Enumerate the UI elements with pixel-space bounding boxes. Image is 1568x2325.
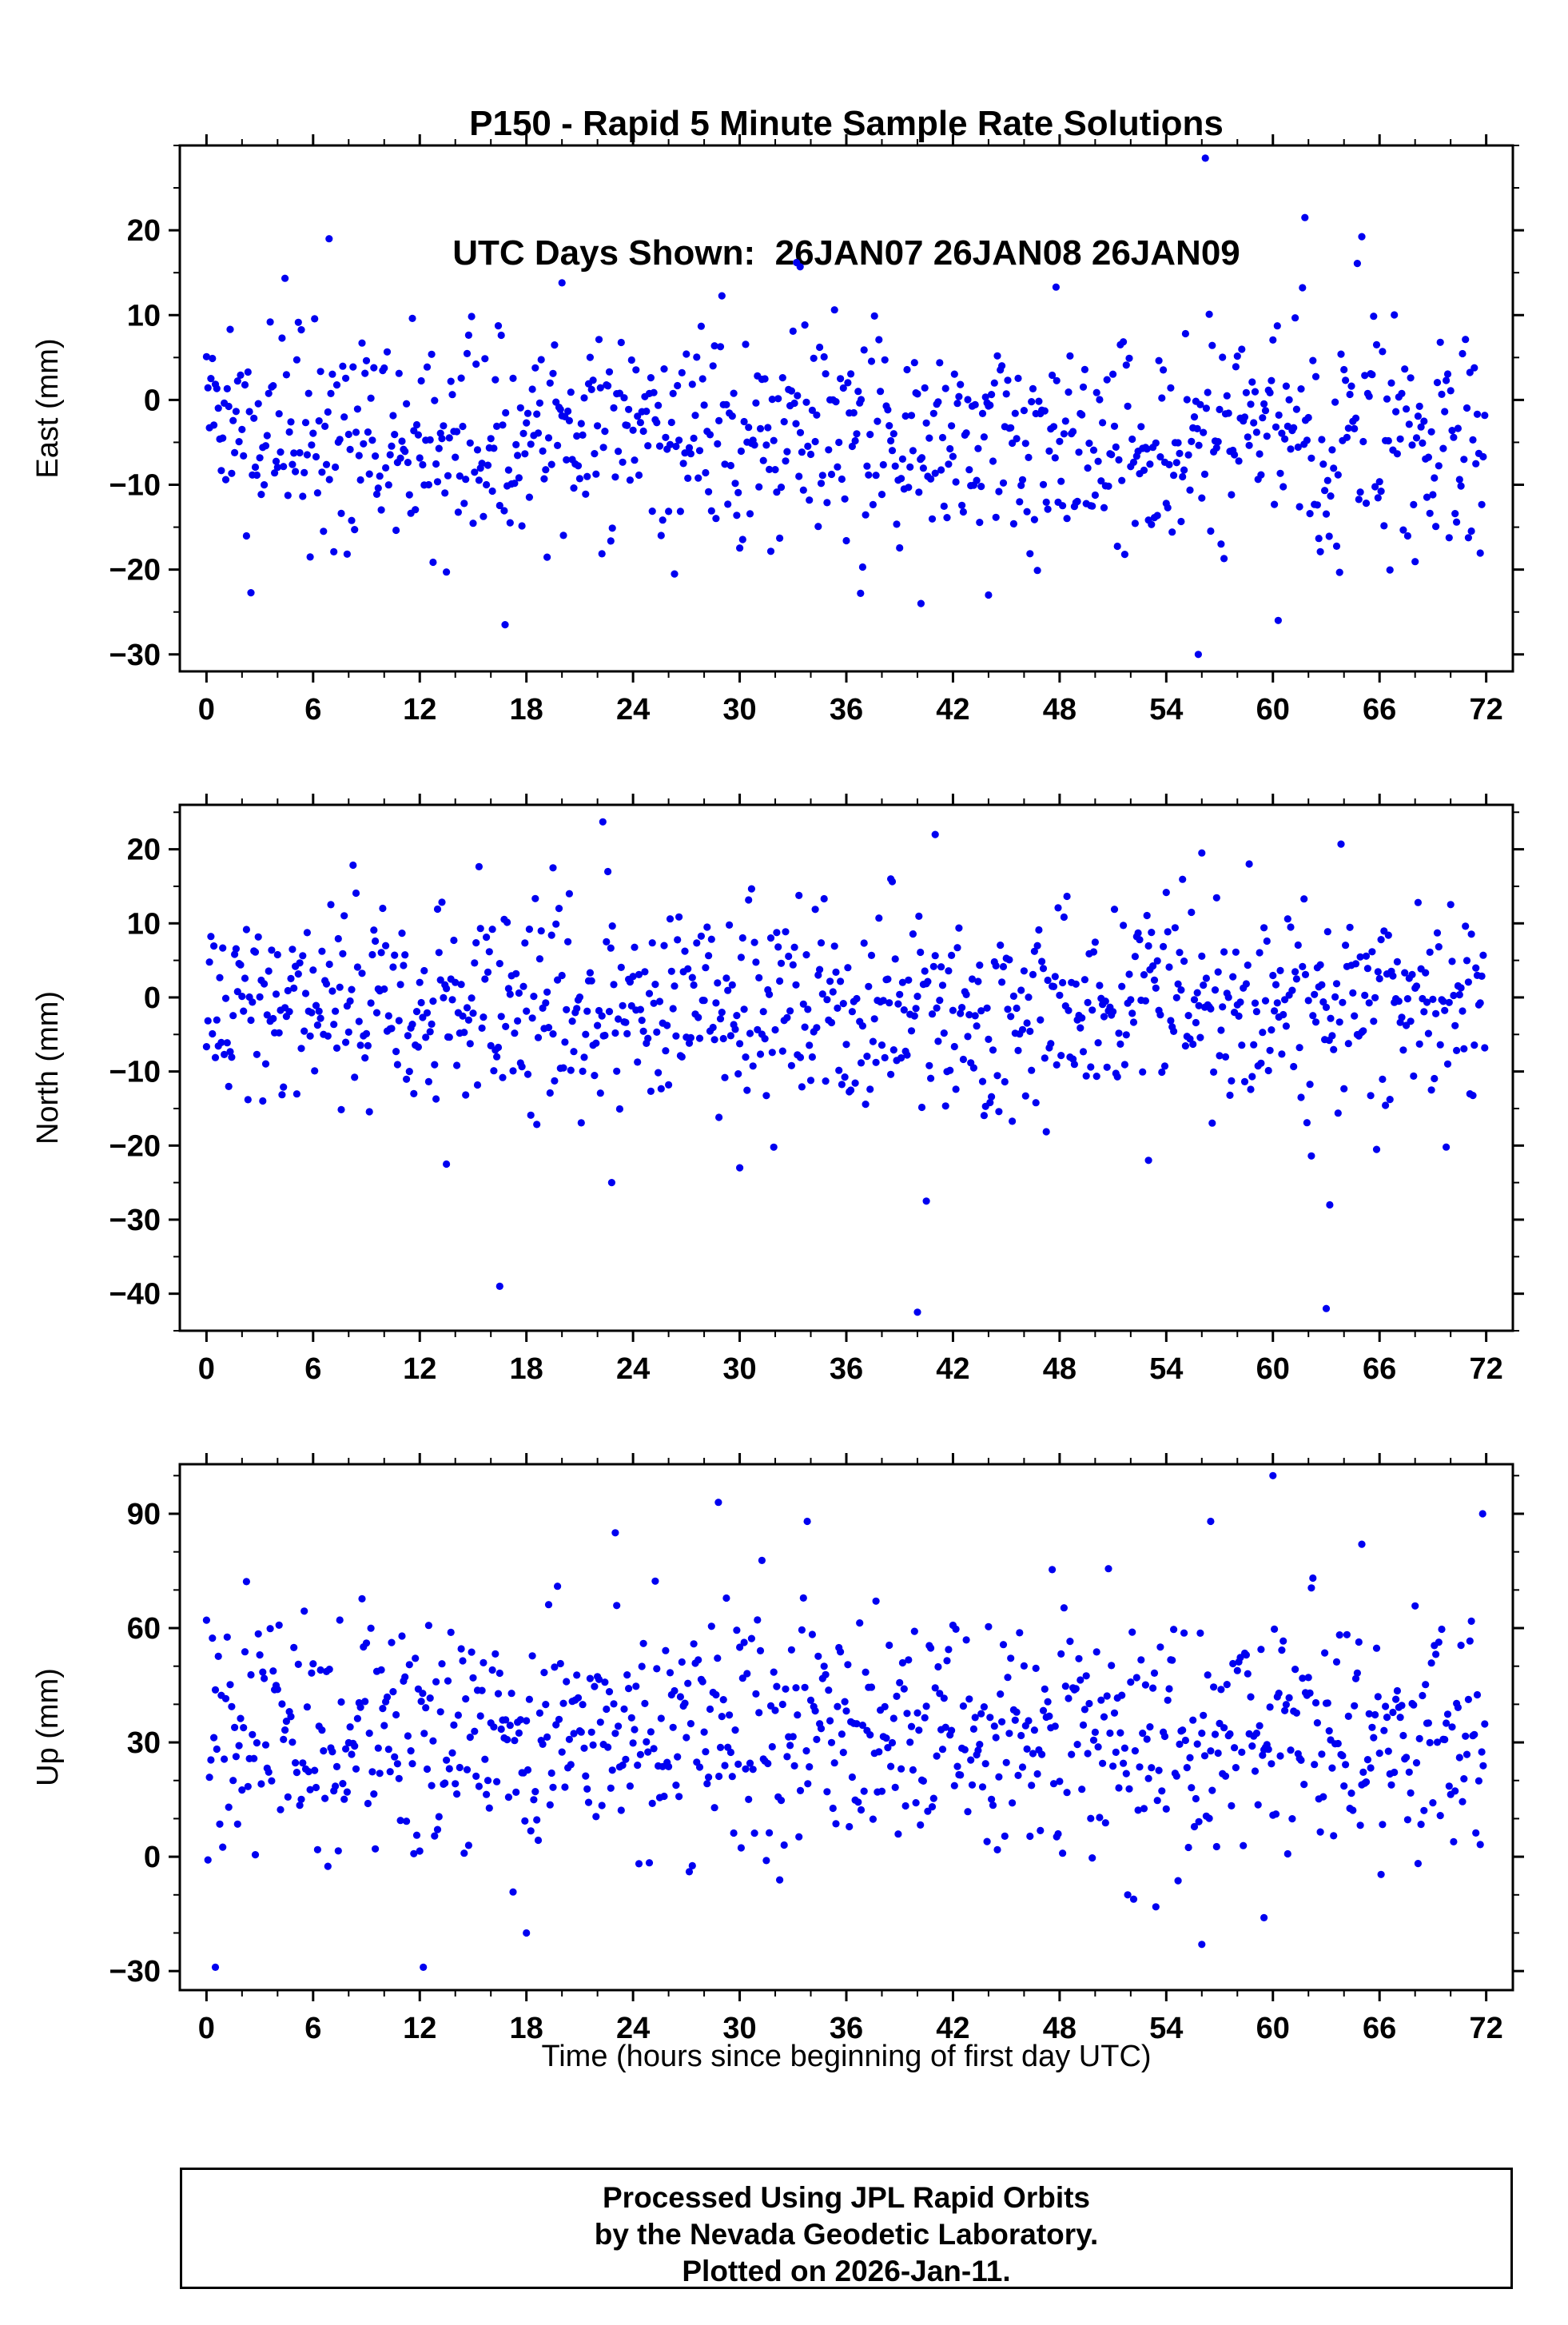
up-x-tick-label: 36 [830,2012,863,2045]
east-x-tick-label: 60 [1256,693,1290,727]
up-x-tick-label: 0 [198,2012,215,2045]
east-y-tick-label: 20 [127,214,161,248]
north-y-tick-label: −40 [109,1278,161,1312]
up-points [202,1471,1489,1971]
chart-title-line2: UTC Days Shown: 26JAN07 26JAN08 26JAN09 [452,233,1240,273]
east-y-tick-label: −30 [109,639,161,672]
east-x-tick-label: 66 [1363,693,1396,727]
north-x-tick-label: 66 [1363,1352,1396,1386]
east-x-tick-label: 42 [936,693,969,727]
north-x-tick-label: 18 [510,1352,543,1386]
north-y-tick-label: −20 [109,1129,161,1163]
up-x-tick-label: 12 [403,2012,436,2045]
up-panel: 0 6 12 18 24 30 36 42 48 54 60 66 72 90 60 30 0 −30 Up (mm… [31,1453,1524,2045]
north-x-tick-label: 0 [198,1352,215,1386]
east-x-tick-label: 24 [616,693,650,727]
east-x-tick-label: 72 [1469,693,1502,727]
up-x-tick-label: 72 [1469,2012,1502,2045]
up-x-tick-label: 66 [1363,2012,1396,2045]
north-panel: 0 6 12 18 24 30 36 42 48 54 60 66 72 20 10 0 −10 −20 −30 −4… [31,794,1524,1386]
caption-line2: by the Nevada Geodetic Laboratory. [594,2218,1099,2251]
up-x-tick-label: 42 [936,2012,969,2045]
north-x-tick-label: 72 [1469,1352,1502,1386]
north-x-tick-label: 12 [403,1352,436,1386]
north-points [202,818,1489,1316]
east-x-tick-label: 0 [198,693,215,727]
north-y-tick-label: −30 [109,1204,161,1237]
north-y-tick-label: 0 [144,981,161,1015]
north-x-tick-label: 60 [1256,1352,1290,1386]
north-frame [178,803,1514,1332]
east-y-tick-label: −10 [109,469,161,503]
north-x-tick-label: 24 [616,1352,650,1386]
east-y-axis-label: East (mm) [31,338,65,478]
up-x-tick-label: 54 [1149,2012,1183,2045]
up-y-tick-label: 60 [127,1612,161,1646]
up-x-tick-label: 48 [1043,2012,1077,2045]
north-x-tick-label: 36 [830,1352,863,1386]
north-y-tick-label: −10 [109,1056,161,1089]
east-frame [178,144,1514,673]
north-x-tick-label: 6 [304,1352,321,1386]
up-y-tick-label: 30 [127,1726,161,1760]
east-panel: 0 6 12 18 24 30 36 42 48 54 60 66 72 20 10 0 −10 −20 −30 Ea… [31,134,1524,727]
up-y-tick-label: −30 [109,1955,161,1989]
up-x-tick-label: 60 [1256,2012,1290,2045]
x-axis-label: Time (hours since beginning of first day… [541,2040,1152,2073]
north-x-tick-label: 30 [722,1352,756,1386]
east-y-tick-label: 0 [144,384,161,417]
up-y-axis-label: Up (mm) [31,1668,65,1786]
north-y-tick-label: 20 [127,834,161,867]
east-points [202,154,1489,659]
east-y-tick-label: −20 [109,554,161,587]
caption-line1: Processed Using JPL Rapid Orbits [603,2181,1090,2214]
north-y-tick-label: 10 [127,907,161,941]
north-y-axis-label: North (mm) [31,991,65,1145]
east-x-tick-label: 6 [304,693,321,727]
up-frame [178,1463,1514,1992]
east-x-tick-label: 18 [510,693,543,727]
chart-title-line1: P150 - Rapid 5 Minute Sample Rate Soluti… [469,104,1224,143]
chart-title: P150 - Rapid 5 Minute Sample Rate Soluti… [180,16,1513,361]
east-x-tick-label: 12 [403,693,436,727]
north-x-tick-label: 42 [936,1352,969,1386]
north-x-tick-label: 48 [1043,1352,1077,1386]
east-x-tick-label: 54 [1149,693,1183,727]
east-x-tick-label: 30 [722,693,756,727]
up-y-tick-label: 0 [144,1841,161,1874]
up-y-tick-label: 90 [127,1498,161,1531]
east-x-tick-label: 48 [1043,693,1077,727]
east-y-tick-label: 10 [127,299,161,332]
caption-box: Processed Using JPL Rapid Orbits by the … [180,2168,1513,2289]
up-x-tick-label: 6 [304,2012,321,2045]
up-x-tick-label: 24 [616,2012,650,2045]
east-x-tick-label: 36 [830,693,863,727]
caption-line3: Plotted on 2026-Jan-11. [682,2255,1011,2287]
up-x-tick-label: 18 [510,2012,543,2045]
north-x-tick-label: 54 [1149,1352,1183,1386]
up-x-tick-label: 30 [722,2012,756,2045]
